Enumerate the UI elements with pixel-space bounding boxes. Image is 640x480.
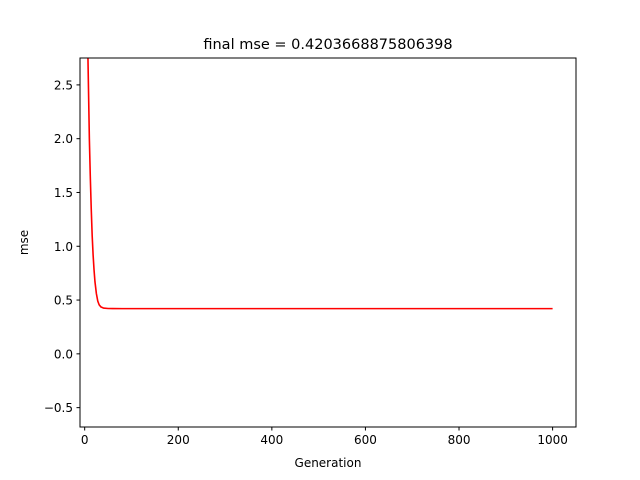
- x-axis: 0 200 400 600 800 1000: [81, 427, 568, 447]
- y-tick-label: −0.5: [44, 401, 73, 415]
- y-tick-label: 0.0: [54, 347, 73, 361]
- x-tick-label: 800: [448, 433, 471, 447]
- y-tick-label: 0.5: [54, 294, 73, 308]
- y-tick-label: 2.0: [54, 132, 73, 146]
- series-line-mse: [87, 58, 553, 310]
- x-tick-label: 0: [81, 433, 89, 447]
- y-tick-label: 1.5: [54, 186, 73, 200]
- y-axis-label: mse: [17, 230, 31, 255]
- plot-frame: [79, 57, 577, 428]
- chart-title: final mse = 0.4203668875806398: [203, 37, 452, 53]
- x-tick-label: 200: [167, 433, 190, 447]
- y-tick-label: 1.0: [54, 240, 73, 254]
- y-tick-label: 2.5: [54, 78, 73, 92]
- x-tick-label: 1000: [537, 433, 568, 447]
- x-tick-label: 400: [260, 433, 283, 447]
- y-axis: −0.5 0.0 0.5 1.0 1.5 2.0 2.5: [44, 78, 80, 415]
- series-layer: [87, 58, 553, 310]
- x-tick-label: 600: [354, 433, 377, 447]
- x-axis-label: Generation: [295, 456, 362, 470]
